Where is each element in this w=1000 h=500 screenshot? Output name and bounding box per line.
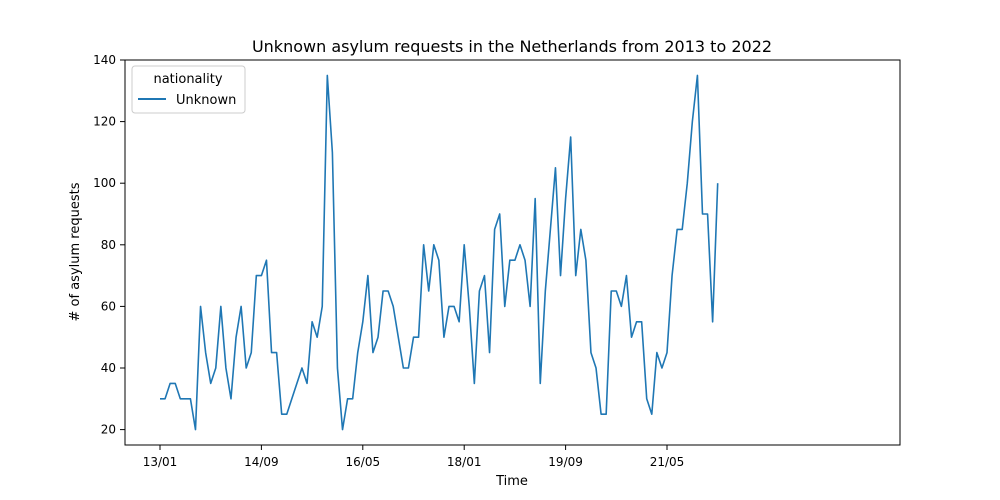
x-axis: 13/01 14/09 16/05 18/01 19/09 21/05 xyxy=(143,445,685,469)
chart-title: Unknown asylum requests in the Netherlan… xyxy=(252,37,772,56)
legend-title: nationality xyxy=(153,72,222,87)
plot-area xyxy=(124,59,901,446)
y-tick-label: 120 xyxy=(93,115,116,129)
y-tick-label: 20 xyxy=(101,423,116,437)
legend-entry-unknown: Unknown xyxy=(176,93,236,108)
y-tick-label: 80 xyxy=(101,238,116,252)
series-line-unknown xyxy=(160,74,719,431)
series-layer xyxy=(160,74,719,431)
x-tick-label: 19/09 xyxy=(548,455,583,469)
x-tick-label: 18/01 xyxy=(447,455,482,469)
x-tick-label: 14/09 xyxy=(244,455,279,469)
legend-box xyxy=(131,65,246,114)
plot-frame xyxy=(124,59,901,446)
x-tick-label: 21/05 xyxy=(650,455,685,469)
y-tick-label: 140 xyxy=(93,53,116,67)
y-axis: 20 40 60 80 100 120 140 xyxy=(93,53,125,437)
y-tick-label: 40 xyxy=(101,361,116,375)
x-tick-label: 16/05 xyxy=(346,455,381,469)
x-axis-label: Time xyxy=(495,474,528,489)
x-tick-label: 13/01 xyxy=(143,455,178,469)
y-axis-label: # of asylum requests xyxy=(68,182,83,321)
y-tick-label: 100 xyxy=(93,176,116,190)
y-tick-label: 60 xyxy=(101,299,116,313)
legend: nationality Unknown xyxy=(131,65,246,114)
